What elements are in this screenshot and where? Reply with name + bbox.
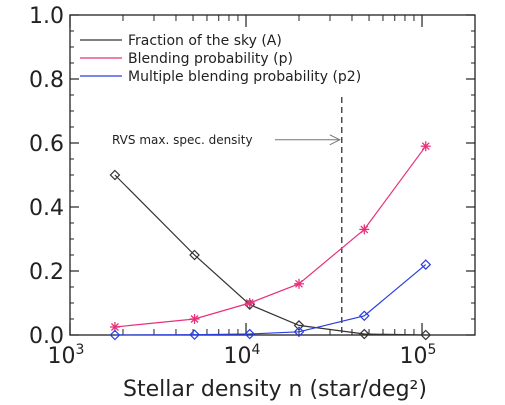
- legend-label: Blending probability (p): [128, 51, 293, 67]
- asterisk-marker: [420, 141, 431, 152]
- diamond-marker: [293, 326, 305, 338]
- asterisk-marker: [293, 278, 304, 289]
- y-tick-label: 0.8: [29, 68, 64, 93]
- series-line: [114, 145, 427, 328]
- legend-label: Fraction of the sky (A): [128, 33, 282, 49]
- asterisk-marker: [359, 224, 370, 235]
- asterisk-marker: [244, 298, 255, 308]
- diamond-marker: [109, 169, 121, 181]
- x-axis-label: Stellar density n (star/deg²): [123, 377, 427, 402]
- y-tick-label: 0.2: [29, 260, 64, 285]
- x-tick-label: 104: [224, 342, 261, 369]
- annotation-arrow-head: [329, 134, 341, 146]
- diamond-marker: [358, 310, 370, 322]
- diamond-marker: [293, 320, 305, 331]
- annotation: RVS max. spec. density: [112, 133, 341, 147]
- series-line: [114, 174, 426, 336]
- y-tick-label: 1.0: [29, 4, 64, 29]
- diamond-marker: [244, 328, 256, 340]
- y-tick-label: 0.6: [29, 132, 64, 157]
- y-tick-label: 0.0: [29, 324, 64, 349]
- legend-label: Multiple blending probability (p2): [128, 69, 361, 85]
- y-tick-label: 0.4: [29, 196, 64, 221]
- legend: Fraction of the sky (A) Blending probabil…: [80, 33, 361, 85]
- diamond-marker: [358, 328, 370, 340]
- diamond-marker: [420, 259, 432, 270]
- series-0: [109, 169, 432, 341]
- annotation-text: RVS max. spec. density: [112, 133, 253, 147]
- x-tick-label: 103: [48, 342, 85, 369]
- series-1: [109, 141, 431, 332]
- x-tick-label: 105: [400, 342, 437, 369]
- diamond-marker: [189, 249, 200, 261]
- diamond-marker: [109, 329, 121, 341]
- series-2: [109, 259, 432, 341]
- series-line: [114, 264, 427, 336]
- axes: 0.0 0.2 0.4 0.6 0.8 1.0 103 104 105: [29, 4, 476, 369]
- diamond-marker: [420, 329, 432, 341]
- series-layer: [109, 141, 432, 341]
- diamond-marker: [189, 329, 200, 341]
- asterisk-marker: [189, 314, 200, 324]
